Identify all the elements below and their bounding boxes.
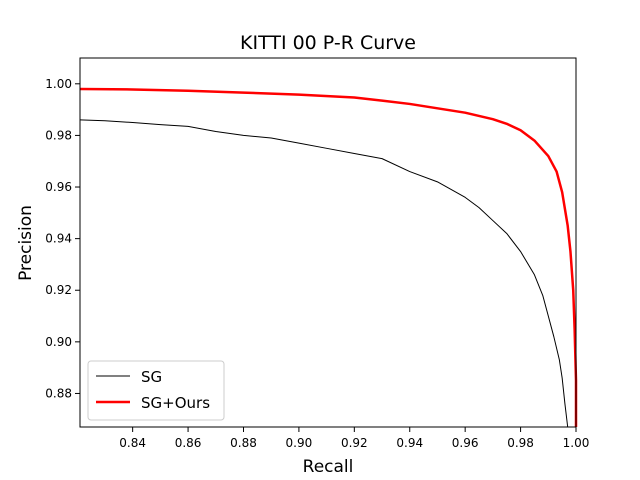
legend-label-sg: SG — [141, 368, 162, 386]
legend-label-sg-ours: SG+Ours — [141, 394, 210, 412]
chart-title: KITTI 00 P-R Curve — [240, 32, 416, 54]
x-tick-label: 0.88 — [230, 436, 257, 450]
series-line-sg-ours — [79, 87, 578, 427]
x-tick-label: 0.98 — [507, 436, 534, 450]
y-tick-label: 0.88 — [45, 386, 72, 400]
x-axis-title: Recall — [303, 457, 354, 477]
y-tick-label: 0.94 — [45, 232, 72, 246]
y-axis-ticks: 0.88 0.90 0.92 0.94 0.96 0.98 1.00 — [45, 77, 80, 400]
x-tick-label: 0.86 — [175, 436, 202, 450]
x-tick-label: 0.94 — [396, 436, 423, 450]
y-tick-label: 0.98 — [45, 128, 72, 142]
x-tick-label: 0.92 — [341, 436, 368, 450]
y-tick-label: 0.96 — [45, 180, 72, 194]
x-axis-ticks: 0.84 0.86 0.88 0.90 0.92 0.94 0.96 0.98 1.00 — [119, 427, 589, 450]
series-line-sg — [79, 119, 569, 428]
x-tick-label: 0.90 — [286, 436, 313, 450]
x-tick-label: 0.96 — [452, 436, 479, 450]
y-tick-label: 1.00 — [45, 77, 72, 91]
plot-border — [79, 57, 577, 428]
x-tick-label: 0.84 — [119, 436, 146, 450]
y-tick-label: 0.92 — [45, 283, 72, 297]
x-tick-label: 1.00 — [563, 436, 590, 450]
y-axis-title: Precision — [16, 205, 36, 281]
legend: SG SG+Ours — [87, 360, 225, 421]
y-tick-label: 0.90 — [45, 335, 72, 349]
series-layer — [79, 87, 578, 428]
